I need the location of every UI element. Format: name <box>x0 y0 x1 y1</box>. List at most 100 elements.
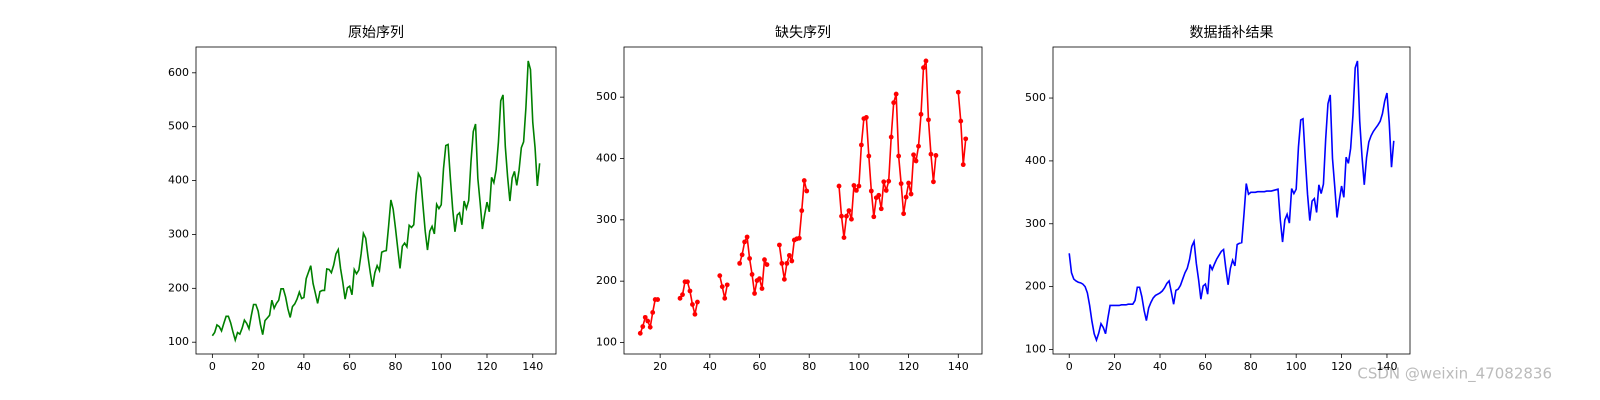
data-point <box>896 153 902 159</box>
data-point <box>687 288 693 294</box>
data-point <box>784 260 790 266</box>
data-point <box>747 256 752 261</box>
axes-frame <box>195 46 557 355</box>
y-tick-label: 200 <box>168 281 189 294</box>
data-point <box>866 153 872 159</box>
data-point <box>742 239 748 245</box>
data-point <box>762 257 767 263</box>
y-tick-label: 500 <box>168 120 189 133</box>
data-point <box>739 252 745 258</box>
data-line <box>639 60 967 334</box>
data-point <box>849 216 854 222</box>
x-tick-label: 40 <box>297 360 311 373</box>
y-tick-label: 100 <box>1025 342 1046 355</box>
data-point <box>836 183 842 189</box>
x-tick-label: 120 <box>898 360 919 373</box>
x-tick-label: 40 <box>703 360 717 373</box>
y-tick-label: 400 <box>596 151 617 164</box>
data-point <box>786 252 792 258</box>
subplot: 原始序列 0 20 40 60 80 100 120 140 100 200 300 400 500 600 <box>168 25 557 373</box>
data-point <box>903 194 909 200</box>
x-tick-label: 120 <box>1331 360 1352 373</box>
chart-title: 原始序列 <box>348 25 404 41</box>
data-point <box>901 211 907 217</box>
data-point <box>913 158 919 164</box>
data-point <box>871 214 877 220</box>
chart-title: 缺失序列 <box>775 25 831 41</box>
data-point <box>744 234 750 240</box>
data-point <box>680 292 685 298</box>
x-tick-label: 140 <box>522 360 543 373</box>
data-point <box>878 206 884 212</box>
data-point <box>898 181 904 187</box>
x-tick-label: 140 <box>948 360 969 373</box>
data-point <box>692 311 698 317</box>
x-tick-label: 140 <box>1376 360 1397 373</box>
data-point <box>963 136 969 142</box>
data-point <box>799 208 805 214</box>
y-tick-label: 400 <box>1025 154 1046 167</box>
y-tick-label: 400 <box>168 174 189 187</box>
subplot: 缺失序列 20 40 60 80 100 120 140 100 200 300 400 500 <box>596 25 983 373</box>
x-tick-label: 100 <box>848 360 869 373</box>
data-point <box>891 100 897 106</box>
data-point <box>779 260 785 266</box>
x-tick-label: 60 <box>753 360 767 373</box>
x-tick-label: 120 <box>476 360 497 373</box>
data-point <box>637 330 643 336</box>
data-point <box>650 310 656 315</box>
data-point <box>926 117 931 123</box>
data-point <box>685 279 690 285</box>
data-point <box>839 213 844 219</box>
data-point <box>960 162 966 168</box>
x-tick-label: 100 <box>431 360 452 373</box>
x-tick-label: 80 <box>1244 360 1258 373</box>
data-point <box>645 318 651 324</box>
data-point <box>640 324 646 329</box>
data-point <box>893 91 899 97</box>
data-point <box>796 235 802 241</box>
data-point <box>931 179 936 185</box>
x-tick-label: 40 <box>1153 360 1167 373</box>
data-point <box>695 299 700 305</box>
data-point <box>759 286 765 291</box>
y-tick-label: 100 <box>168 335 189 348</box>
data-point <box>647 324 653 330</box>
data-point <box>841 235 847 241</box>
data-point <box>918 111 924 117</box>
data-point <box>846 208 852 214</box>
data-point <box>858 142 864 148</box>
x-tick-label: 0 <box>209 360 216 373</box>
data-point <box>921 65 926 71</box>
data-point <box>749 272 755 277</box>
x-tick-label: 60 <box>1198 360 1212 373</box>
data-point <box>789 258 795 264</box>
x-tick-label: 20 <box>251 360 265 373</box>
y-tick-label: 600 <box>168 66 189 79</box>
data-line <box>211 60 541 343</box>
data-point <box>923 58 929 64</box>
data-point <box>804 188 810 194</box>
data-point <box>690 302 695 307</box>
x-tick-label: 80 <box>802 360 816 373</box>
data-point <box>844 213 849 219</box>
x-tick-label: 0 <box>1066 360 1073 373</box>
data-point <box>911 152 916 158</box>
x-tick-label: 100 <box>1286 360 1307 373</box>
data-point <box>881 179 887 185</box>
data-point <box>677 295 683 301</box>
data-point <box>752 291 757 296</box>
data-point <box>764 262 770 267</box>
data-point <box>655 297 661 302</box>
data-point <box>856 183 862 189</box>
y-tick-label: 300 <box>1025 217 1046 230</box>
data-point <box>928 151 934 157</box>
data-point <box>724 282 730 288</box>
data-point <box>737 260 743 266</box>
data-point <box>717 273 723 279</box>
data-point <box>886 178 892 184</box>
y-tick-label: 100 <box>596 335 617 348</box>
data-point <box>776 242 782 248</box>
axes-frame <box>1052 46 1411 355</box>
